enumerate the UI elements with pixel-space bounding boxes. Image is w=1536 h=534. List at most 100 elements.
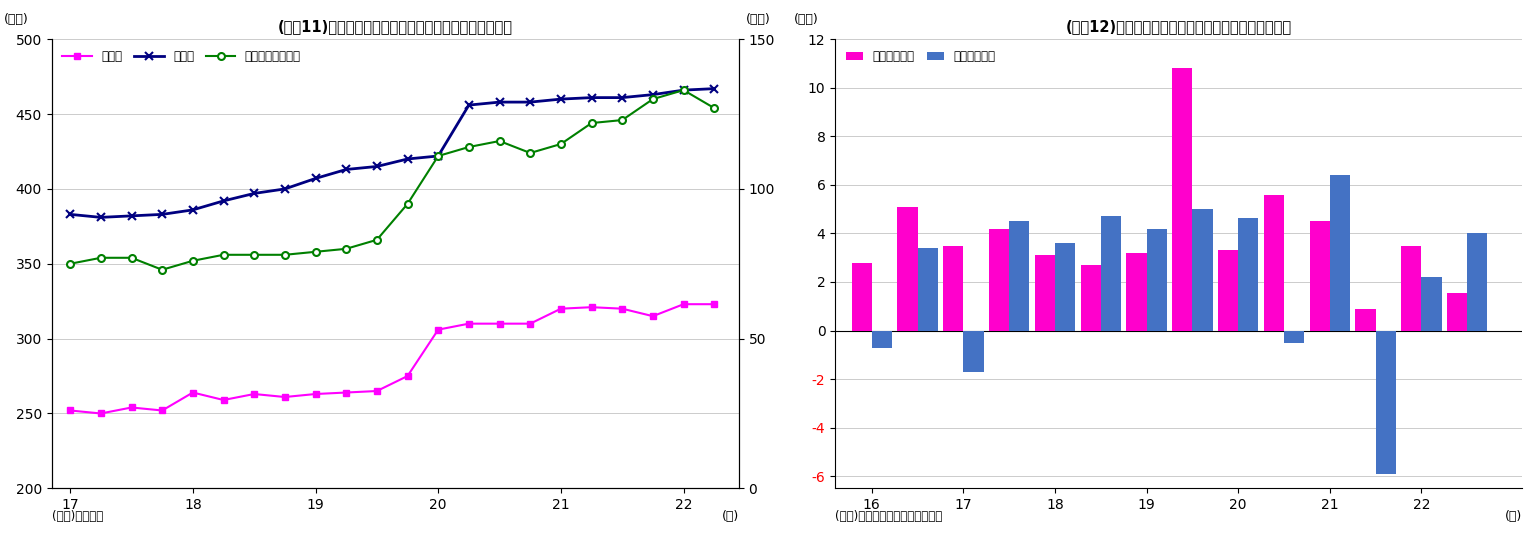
Bar	[1101, 216, 1121, 331]
Bar	[1081, 265, 1101, 331]
Title: (図表11)民間非金融法人の現須金・借入・債務証券残高: (図表11)民間非金融法人の現須金・借入・債務証券残高	[278, 19, 513, 34]
Bar	[1009, 221, 1029, 331]
現須金	[490, 320, 508, 327]
借入金	[61, 211, 80, 217]
借入金	[459, 102, 478, 108]
債務証券（右軸）	[705, 105, 723, 111]
債務証券（右軸）	[61, 261, 80, 267]
Text: (兆円): (兆円)	[794, 13, 819, 26]
現須金	[215, 397, 233, 403]
借入金	[490, 99, 508, 105]
現須金	[61, 407, 80, 414]
債務証券（右軸）	[674, 87, 693, 93]
現須金	[123, 404, 141, 411]
債務証券（右軸）	[521, 150, 539, 156]
現須金	[306, 391, 324, 397]
借入金	[551, 96, 570, 103]
Bar	[1055, 243, 1075, 331]
現須金	[336, 389, 355, 396]
債務証券（右軸）	[644, 96, 662, 103]
Bar	[1126, 253, 1146, 331]
現須金	[674, 301, 693, 308]
借入金	[92, 214, 111, 221]
Bar	[989, 229, 1009, 331]
債務証券（右軸）	[367, 237, 386, 243]
債務証券（右軸）	[490, 138, 508, 144]
現須金	[367, 388, 386, 394]
現須金	[275, 394, 293, 400]
現須金	[154, 407, 172, 414]
Bar	[1284, 331, 1304, 343]
債務証券（右軸）	[215, 252, 233, 258]
現須金	[582, 304, 601, 310]
Bar	[1447, 293, 1467, 331]
Bar	[943, 246, 963, 331]
債務証券（右軸）	[613, 117, 631, 123]
借入金	[367, 163, 386, 170]
現須金	[613, 305, 631, 312]
Text: (年): (年)	[1505, 510, 1522, 523]
債務証券（右軸）	[306, 249, 324, 255]
現須金	[644, 313, 662, 319]
Bar	[1421, 277, 1441, 331]
Bar	[1355, 309, 1376, 331]
借入金	[336, 166, 355, 172]
Bar	[851, 263, 872, 331]
現須金	[705, 301, 723, 308]
Line: 債務証券（右軸）: 債務証券（右軸）	[66, 87, 717, 273]
借入金	[705, 85, 723, 92]
Bar	[1330, 175, 1350, 331]
借入金	[521, 99, 539, 105]
Bar	[1310, 221, 1330, 331]
Legend: 現須金, 借入金, 債務証券（右軸）: 現須金, 借入金, 債務証券（右軸）	[58, 45, 306, 68]
現須金	[398, 373, 416, 379]
借入金	[613, 95, 631, 101]
債務証券（右軸）	[154, 266, 172, 273]
債務証券（右軸）	[582, 120, 601, 126]
債務証券（右軸）	[92, 255, 111, 261]
現須金	[92, 410, 111, 417]
借入金	[244, 190, 263, 197]
Bar	[897, 207, 917, 331]
現須金	[184, 389, 203, 396]
Bar	[872, 331, 892, 348]
Bar	[1218, 250, 1238, 331]
Text: (資料)日本銀行「資金循環統計」: (資料)日本銀行「資金循環統計」	[836, 510, 943, 523]
Bar	[1376, 331, 1396, 474]
借入金	[429, 153, 447, 159]
借入金	[644, 91, 662, 98]
借入金	[154, 211, 172, 217]
現須金	[521, 320, 539, 327]
Text: (資料)日本銀行: (資料)日本銀行	[52, 510, 103, 523]
借入金	[184, 207, 203, 213]
債務証券（右軸）	[429, 153, 447, 159]
借入金	[398, 156, 416, 162]
債務証券（右軸）	[459, 144, 478, 150]
Bar	[1238, 218, 1258, 331]
現須金	[551, 305, 570, 312]
Bar	[917, 248, 937, 331]
借入金	[275, 186, 293, 192]
債務証券（右軸）	[551, 141, 570, 147]
Title: (図表12)民間非金融法人の対外投資額（資金フロー）: (図表12)民間非金融法人の対外投資額（資金フロー）	[1066, 19, 1292, 34]
借入金	[306, 175, 324, 182]
Bar	[1172, 68, 1192, 331]
Line: 借入金: 借入金	[66, 84, 719, 222]
Bar	[1264, 194, 1284, 331]
借入金	[674, 87, 693, 93]
Text: (兆円): (兆円)	[745, 13, 771, 26]
Bar	[963, 331, 983, 372]
債務証券（右軸）	[336, 246, 355, 252]
借入金	[582, 95, 601, 101]
現須金	[459, 320, 478, 327]
債務証券（右軸）	[123, 255, 141, 261]
現須金	[429, 326, 447, 333]
借入金	[215, 198, 233, 204]
Bar	[1035, 255, 1055, 331]
Text: (年): (年)	[722, 510, 739, 523]
Legend: 対外直接投資, 対外証券投資: 対外直接投資, 対外証券投資	[842, 45, 1000, 68]
Bar	[1192, 209, 1212, 331]
債務証券（右軸）	[244, 252, 263, 258]
Bar	[1146, 229, 1167, 331]
債務証券（右軸）	[275, 252, 293, 258]
